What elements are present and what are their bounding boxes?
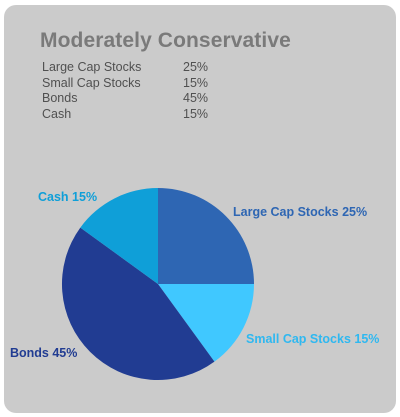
allocation-row-large-cap: Large Cap Stocks 25% — [42, 60, 208, 76]
allocation-row-small-cap: Small Cap Stocks 15% — [42, 75, 208, 92]
allocation-name: Large Cap Stocks — [42, 60, 142, 74]
pie-label-bonds: Bonds 45% — [10, 346, 77, 360]
pie-label-large-cap-stocks: Large Cap Stocks 25% — [233, 205, 367, 219]
allocation-name: Small Cap Stocks — [42, 75, 141, 90]
pie-slice-small-cap-stocks — [158, 284, 254, 362]
allocation-percent: 45% — [183, 91, 209, 105]
pie-slice-bonds — [61, 227, 215, 381]
allocation-list: Large Cap Stocks 25% Small Cap Stocks 15… — [42, 60, 208, 123]
pie-label-small-cap-stocks: Small Cap Stocks 15% — [246, 332, 379, 346]
allocation-name: Cash — [42, 106, 72, 121]
allocation-percent: 15% — [183, 75, 209, 90]
pie-label-cash: Cash 15% — [38, 190, 97, 204]
allocation-percent: 25% — [183, 60, 209, 74]
allocation-row-bonds: Bonds 45% — [42, 91, 208, 107]
allocation-name: Bonds — [42, 91, 78, 105]
pie-slice-cash — [80, 188, 158, 284]
pie-slices — [61, 188, 254, 381]
pie-labels: Large Cap Stocks 25% Small Cap Stocks 15%… — [10, 190, 379, 360]
pie-slice-large-cap-stocks — [158, 188, 254, 284]
allocation-percent: 15% — [183, 106, 209, 121]
portfolio-title: Moderately Conservative — [40, 29, 291, 52]
allocation-row-cash: Cash 15% — [42, 106, 208, 123]
